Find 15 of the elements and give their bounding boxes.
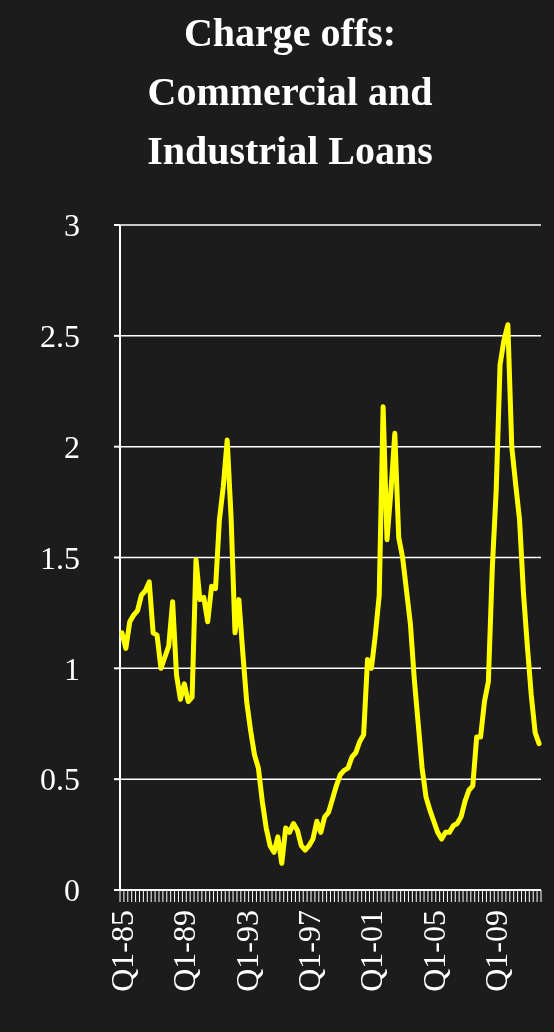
y-tick-label: 2 — [64, 428, 80, 465]
x-tick-label: Q1-01 — [353, 910, 390, 992]
x-tick-label: Q1-93 — [228, 910, 265, 992]
x-tick-label: Q1-05 — [415, 910, 452, 992]
y-tick-label: 2.5 — [40, 318, 80, 355]
x-tick-label: Q1-09 — [478, 910, 515, 992]
y-tick-label: 1.5 — [40, 539, 80, 576]
y-tick-label: 0.5 — [40, 761, 80, 798]
x-tick-label: Q1-97 — [291, 910, 328, 992]
y-tick-label: 0 — [64, 872, 80, 909]
x-tick-label: Q1-85 — [103, 910, 140, 992]
x-tick-label: Q1-89 — [166, 910, 203, 992]
y-tick-label: 1 — [64, 650, 80, 687]
chart-title: Charge offs: Commercial and Industrial Loans — [147, 10, 433, 173]
y-tick-label: 3 — [64, 207, 80, 244]
